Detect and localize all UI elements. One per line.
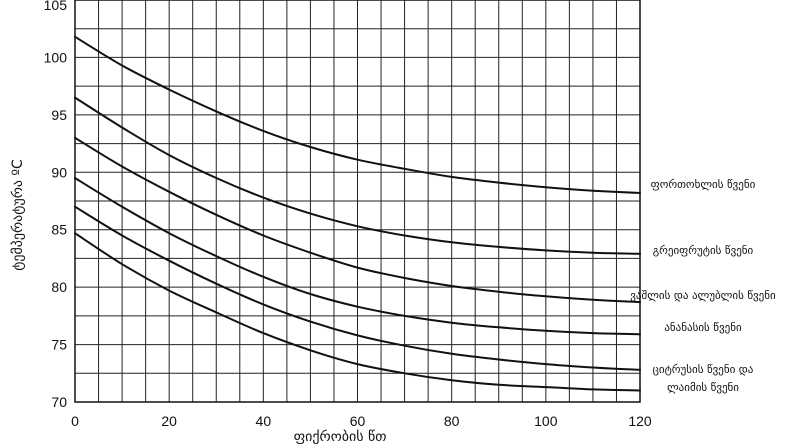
series-label: ლაიმის წვენი (667, 381, 739, 394)
series-lines (74, 35, 641, 392)
x-tick-label: 20 (161, 413, 177, 429)
series-label: ფორთოხლის წვენი (651, 178, 756, 191)
series-label: გრეიფრუტის წვენი (653, 244, 754, 257)
series-label: ანანასის წვენი (664, 321, 742, 334)
series-line (74, 136, 641, 304)
series-labels: ფორთოხლის წვენი გრეიფრუტის წვენი ვაშლის და… (630, 178, 776, 394)
x-tick-label: 60 (350, 413, 366, 429)
y-tick-label: 90 (51, 164, 67, 180)
y-tick-label: 70 (51, 394, 67, 410)
x-tick-label: 40 (256, 413, 272, 429)
tick-labels: 0 20 40 60 80 100 120 70 75 80 85 90 95 100 105 (44, 0, 652, 429)
plot-frame (74, 0, 641, 403)
series-label: ვაშლის და ალუბლის წვენი (630, 289, 776, 302)
y-tick-label: 80 (51, 279, 67, 295)
series-label: ციტრუსის წვენი და (653, 363, 754, 376)
y-tick-label: 85 (51, 222, 67, 238)
x-tick-label: 120 (628, 413, 652, 429)
series-line (74, 232, 641, 392)
y-tick-label: 100 (44, 49, 68, 65)
x-tick-label: 0 (71, 413, 79, 429)
grid (74, 0, 641, 403)
series-line (74, 177, 641, 336)
x-axis-title: ფიქრობის წთ (294, 428, 387, 445)
series-line (74, 35, 641, 194)
y-axis-title: ტემპერატურა ºC (9, 159, 26, 271)
y-tick-label: 95 (51, 107, 67, 123)
series-line (74, 96, 641, 255)
x-tick-label: 80 (444, 413, 460, 429)
y-tick-label: 75 (51, 337, 67, 353)
x-tick-label: 100 (534, 413, 558, 429)
y-tick-label: 105 (44, 0, 68, 13)
series-line (74, 205, 641, 371)
